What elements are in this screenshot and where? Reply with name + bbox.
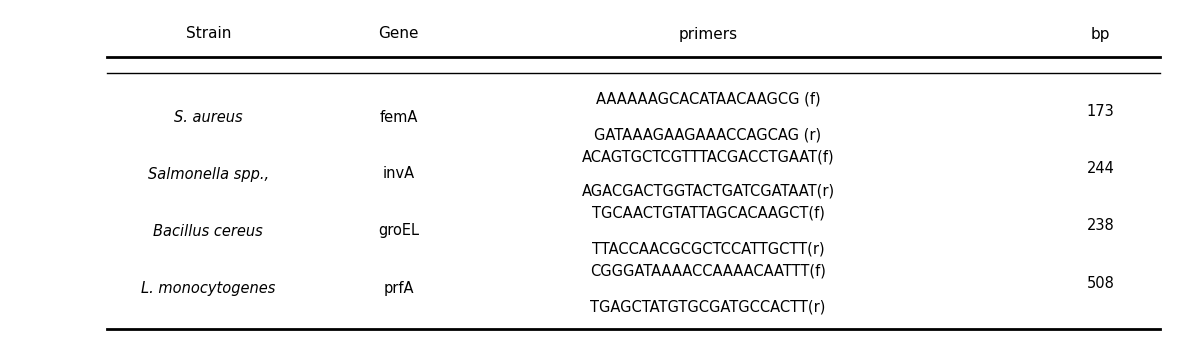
Text: L. monocytogenes: L. monocytogenes [142,281,275,297]
Text: invA: invA [383,166,414,181]
Text: AAAAAAGCACATAACAAGCG (f): AAAAAAGCACATAACAAGCG (f) [596,92,820,107]
Text: ACAGTGCTCGTTTACGACCTGAAT(f): ACAGTGCTCGTTTACGACCTGAAT(f) [582,149,834,164]
Text: 238: 238 [1086,218,1115,233]
Text: CGGGATAAAACCAAAACAATTT(f): CGGGATAAAACCAAAACAATTT(f) [590,264,826,279]
Text: primers: primers [678,26,738,41]
Text: femA: femA [380,109,418,124]
Text: Strain: Strain [186,26,231,41]
Text: Bacillus cereus: Bacillus cereus [154,223,263,239]
Text: GATAAAGAAGAAACCAGCAG (r): GATAAAGAAGAAACCAGCAG (r) [595,127,821,142]
Text: 244: 244 [1086,161,1115,176]
Text: 508: 508 [1086,276,1115,291]
Text: Gene: Gene [378,26,419,41]
Text: TTACCAACGCGCTCCATTGCTT(r): TTACCAACGCGCTCCATTGCTT(r) [591,241,825,256]
Text: TGCAACTGTATTAGCACAAGCT(f): TGCAACTGTATTAGCACAAGCT(f) [591,206,825,221]
Text: TGAGCTATGTGCGATGCCACTT(r): TGAGCTATGTGCGATGCCACTT(r) [590,299,826,314]
Text: 173: 173 [1086,104,1115,119]
Text: Salmonella spp.,: Salmonella spp., [148,166,269,181]
Text: AGACGACTGGTACTGATCGATAAT(r): AGACGACTGGTACTGATCGATAAT(r) [582,184,834,199]
Text: prfA: prfA [383,281,414,297]
Text: S. aureus: S. aureus [174,109,243,124]
Text: bp: bp [1091,26,1110,41]
Text: groEL: groEL [378,223,419,239]
